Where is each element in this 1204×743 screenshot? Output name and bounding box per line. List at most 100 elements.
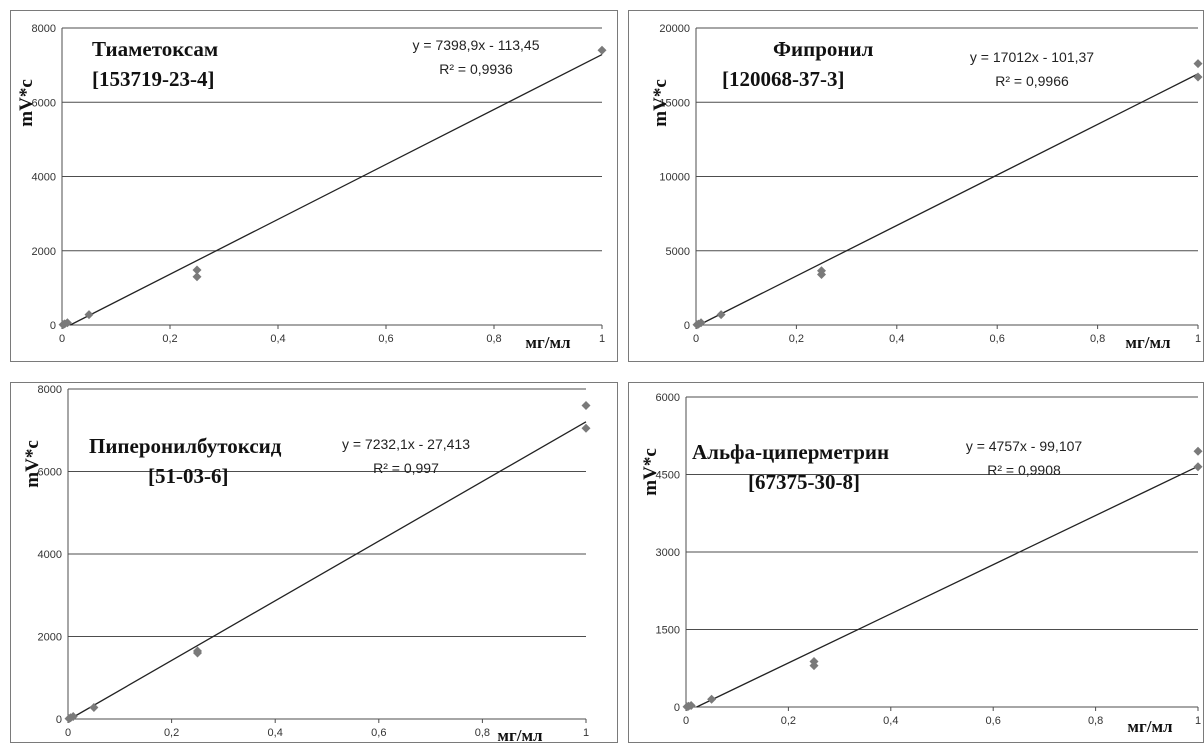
x-tick-label: 0,6 — [986, 715, 1001, 727]
trendline — [696, 465, 1199, 708]
chart-piperonyl-butoxide: 0 2000 4000 6000 8000 0 0,2 0,4 0,6 0,8 1 mV*c мг/мл… — [0, 377, 618, 743]
chart-frame — [10, 382, 618, 743]
y-tick-label: 2000 — [38, 632, 62, 644]
data-point — [707, 694, 717, 704]
y-axis-label: mV*c — [22, 440, 43, 487]
chart-tiamethoxam: 0 2000 4000 6000 8000 0 0,2 0,4 0,6 0,8 1 mV*c мг/мл… — [0, 0, 618, 362]
trend-equation: y = 7232,1x - 27,413 — [342, 436, 470, 452]
trend-equation: y = 7398,9x - 113,45 — [413, 37, 540, 53]
y-tick-label: 5000 — [666, 246, 690, 258]
y-tick-label: 4000 — [32, 172, 56, 184]
y-tick-label: 3000 — [656, 547, 680, 559]
y-tick-label: 15000 — [659, 97, 690, 109]
x-tick-label: 0,2 — [164, 727, 179, 739]
chart-title: Фипронил — [773, 37, 874, 61]
data-point — [1193, 462, 1203, 472]
data-point — [192, 265, 202, 275]
data-point — [84, 310, 94, 320]
y-tick-label: 0 — [684, 320, 690, 332]
x-tick-label: 0,6 — [990, 333, 1005, 345]
trend-equation: y = 4757x - 99,107 — [966, 438, 1083, 454]
y-axis-label: mV*c — [16, 79, 37, 126]
y-tick-label: 1500 — [656, 625, 680, 637]
data-point — [89, 702, 99, 712]
chart-fipronil: 0 5000 10000 15000 20000 0 0,2 0,4 0,6 0,8 1 mV*c мг… — [622, 0, 1204, 362]
chart-svg: 0 2000 4000 6000 8000 0 0,2 0,4 0,6 0,8 1 mV*c мг/мл… — [10, 382, 618, 743]
trendline — [69, 53, 603, 326]
x-tick-label: 1 — [1195, 333, 1201, 345]
data-point — [68, 712, 78, 722]
chart-frame — [628, 10, 1204, 362]
data-point — [581, 423, 591, 433]
chart-subtitle: [51-03-6] — [148, 464, 228, 488]
x-tick-label: 0 — [65, 727, 71, 739]
data-point — [716, 310, 726, 320]
data-point — [696, 318, 706, 328]
chart-title: Пиперонилбутоксид — [89, 434, 282, 458]
x-tick-label: 0 — [683, 715, 689, 727]
x-tick-label: 0,4 — [889, 333, 904, 345]
data-point — [62, 318, 72, 328]
chart-subtitle: [67375-30-8] — [748, 470, 860, 494]
data-point — [1193, 446, 1203, 456]
chart-title: Тиаметоксам — [92, 37, 218, 61]
y-tick-label: 4500 — [656, 470, 680, 482]
r-squared: R² = 0,997 — [373, 460, 439, 476]
chart-frame — [10, 10, 618, 362]
x-tick-label: 0,2 — [162, 333, 177, 345]
chart-alpha-cypermethrin: 0 1500 3000 4500 6000 0 0,2 0,4 0,6 0,8 1 mV*c мг/мл… — [622, 377, 1204, 743]
data-point — [686, 700, 696, 710]
x-tick-label: 1 — [583, 727, 589, 739]
chart-frame — [628, 382, 1204, 743]
data-point — [193, 646, 202, 656]
trend-equation: y = 17012x - 101,37 — [970, 49, 1094, 65]
chart-subtitle: [153719-23-4] — [92, 67, 214, 91]
data-point — [1193, 72, 1203, 82]
x-tick-label: 1 — [599, 333, 605, 345]
data-point — [809, 657, 819, 667]
y-tick-label: 10000 — [659, 172, 690, 184]
data-point — [581, 401, 591, 410]
y-tick-label: 8000 — [32, 23, 56, 35]
r-squared: R² = 0,9966 — [995, 73, 1069, 89]
x-axis-label: мг/мл — [1127, 717, 1173, 736]
y-axis-label: mV*c — [650, 79, 671, 126]
x-tick-label: 0,4 — [268, 727, 283, 739]
r-squared: R² = 0,9908 — [987, 462, 1061, 478]
data-point — [597, 45, 607, 55]
data-point — [817, 266, 826, 276]
y-axis-label: mV*c — [640, 448, 661, 495]
x-tick-label: 0,8 — [1088, 715, 1103, 727]
y-tick-label: 20000 — [659, 23, 690, 35]
y-tick-label: 4000 — [38, 549, 62, 561]
trendline — [698, 73, 1199, 326]
x-axis-label: мг/мл — [525, 333, 571, 352]
x-tick-label: 0,6 — [371, 727, 386, 739]
x-tick-label: 0 — [693, 333, 699, 345]
y-tick-label: 2000 — [32, 246, 56, 258]
x-tick-label: 0,2 — [789, 333, 804, 345]
x-tick-label: 0 — [59, 333, 65, 345]
chart-svg: 0 5000 10000 15000 20000 0 0,2 0,4 0,6 0,8 1 mV*c мг… — [628, 10, 1204, 362]
y-tick-label: 0 — [50, 320, 56, 332]
y-tick-label: 6000 — [38, 467, 62, 479]
x-tick-label: 0,8 — [1090, 333, 1105, 345]
chart-svg: 0 1500 3000 4500 6000 0 0,2 0,4 0,6 0,8 1 mV*c мг/мл… — [628, 382, 1204, 743]
r-squared: R² = 0,9936 — [439, 61, 513, 77]
x-tick-label: 0,6 — [378, 333, 393, 345]
data-point — [192, 272, 202, 282]
trendline — [69, 421, 587, 720]
chart-title: Альфа-циперметрин — [692, 440, 889, 464]
data-point — [1193, 59, 1203, 69]
y-tick-label: 6000 — [32, 97, 56, 109]
x-axis-label: мг/мл — [497, 726, 543, 743]
y-tick-label: 0 — [674, 702, 680, 714]
y-tick-label: 6000 — [656, 392, 680, 404]
x-tick-label: 0,8 — [486, 333, 501, 345]
y-tick-label: 0 — [56, 714, 62, 726]
x-axis-label: мг/мл — [1125, 333, 1171, 352]
x-tick-label: 1 — [1195, 715, 1201, 727]
chart-subtitle: [120068-37-3] — [722, 67, 844, 91]
x-tick-label: 0,4 — [883, 715, 898, 727]
x-tick-label: 0,2 — [781, 715, 796, 727]
